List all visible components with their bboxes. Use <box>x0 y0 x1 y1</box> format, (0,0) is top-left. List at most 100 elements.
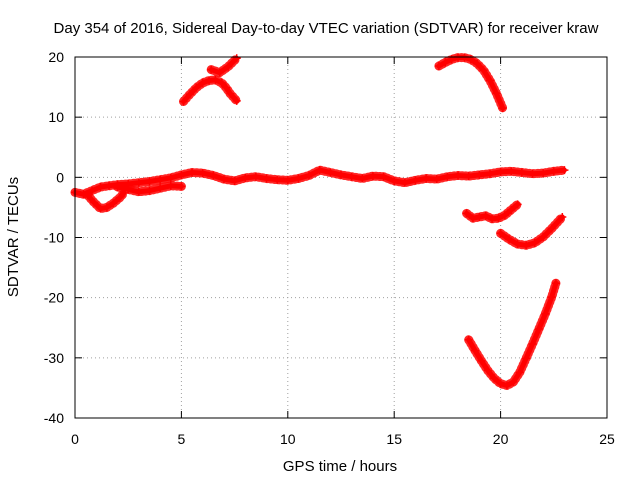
data-point <box>464 335 473 344</box>
data-point <box>454 171 463 180</box>
data-point <box>326 168 335 177</box>
data-point <box>390 176 399 185</box>
series-early-dip <box>83 188 129 214</box>
data-point <box>83 191 92 200</box>
data-point <box>113 182 122 191</box>
data-point <box>485 76 494 85</box>
series-markers-arc-b <box>206 53 242 78</box>
data-point <box>145 186 154 195</box>
data-point <box>166 181 175 190</box>
data-point <box>230 176 239 185</box>
data-point <box>547 224 556 233</box>
data-point <box>156 175 165 184</box>
data-point <box>547 293 556 302</box>
data-point <box>368 172 377 181</box>
data-point <box>198 78 207 87</box>
data-point <box>541 309 550 318</box>
data-point <box>305 171 314 180</box>
x-tick-label-0: 0 <box>71 431 79 447</box>
data-point <box>400 178 409 187</box>
data-point <box>179 97 188 106</box>
data-point <box>551 279 560 288</box>
data-point <box>145 177 154 186</box>
data-point <box>115 193 124 202</box>
series-markers-arc-e <box>496 212 567 250</box>
data-point <box>473 59 482 68</box>
y-tick-label-4: 0 <box>56 169 64 185</box>
series-arc-e <box>496 212 567 250</box>
data-point <box>507 205 516 214</box>
data-point <box>496 167 505 176</box>
data-point <box>109 199 118 208</box>
data-point <box>185 90 194 99</box>
data-point <box>462 209 471 218</box>
data-point <box>502 381 511 390</box>
data-point <box>477 356 486 365</box>
data-point <box>434 62 443 71</box>
data-point <box>226 89 235 98</box>
data-point <box>494 214 503 223</box>
data-point <box>134 187 143 196</box>
data-point <box>222 83 231 92</box>
data-point <box>156 184 165 193</box>
data-point <box>224 62 233 71</box>
series-band-lower-edge <box>113 181 186 197</box>
data-point <box>215 68 224 77</box>
data-point <box>188 168 197 177</box>
data-point <box>558 213 567 222</box>
data-point <box>539 169 548 178</box>
data-point <box>460 53 469 62</box>
data-point <box>219 175 228 184</box>
data-point <box>192 83 201 92</box>
y-tick-label-5: 10 <box>48 109 64 125</box>
data-point <box>262 174 271 183</box>
data-point <box>232 54 241 63</box>
data-point <box>207 65 216 74</box>
x-tick-label-2: 10 <box>280 431 296 447</box>
data-point <box>509 377 518 386</box>
data-point <box>530 238 539 247</box>
data-point <box>422 174 431 183</box>
data-point <box>468 214 477 223</box>
x-tick-label-5: 25 <box>599 431 615 447</box>
data-point <box>485 169 494 178</box>
data-point <box>432 175 441 184</box>
y-tick-label-6: 20 <box>48 49 64 65</box>
data-point <box>166 173 175 182</box>
data-point <box>209 171 218 180</box>
data-point <box>347 172 356 181</box>
series-arc-f <box>464 278 561 390</box>
data-point <box>481 211 490 220</box>
series-segment-d <box>462 199 523 224</box>
data-point <box>471 346 480 355</box>
data-point <box>177 182 186 191</box>
data-point <box>513 240 522 249</box>
data-point <box>88 186 97 195</box>
data-point <box>534 324 543 333</box>
data-point <box>105 181 114 190</box>
data-point <box>498 104 507 113</box>
data-point <box>96 182 105 191</box>
data-point <box>528 169 537 178</box>
data-point <box>232 96 241 105</box>
y-tick-label-1: -30 <box>44 350 64 366</box>
data-point <box>358 174 367 183</box>
data-point <box>507 167 516 176</box>
data-point <box>90 198 99 207</box>
data-point <box>443 172 452 181</box>
x-tick-label-1: 5 <box>178 431 186 447</box>
chart-title: Day 354 of 2016, Sidereal Day-to-day VTE… <box>54 20 599 37</box>
data-point <box>515 368 524 377</box>
data-point <box>483 366 492 375</box>
y-tick-label-0: -40 <box>44 410 64 426</box>
data-point <box>522 241 531 250</box>
data-point <box>379 172 388 181</box>
data-point <box>283 176 292 185</box>
y-tick-label-2: -20 <box>44 290 64 306</box>
data-point <box>411 176 420 185</box>
series-arc-a <box>179 75 242 106</box>
data-point <box>198 169 207 178</box>
x-tick-label-4: 20 <box>493 431 509 447</box>
data-point <box>241 173 250 182</box>
